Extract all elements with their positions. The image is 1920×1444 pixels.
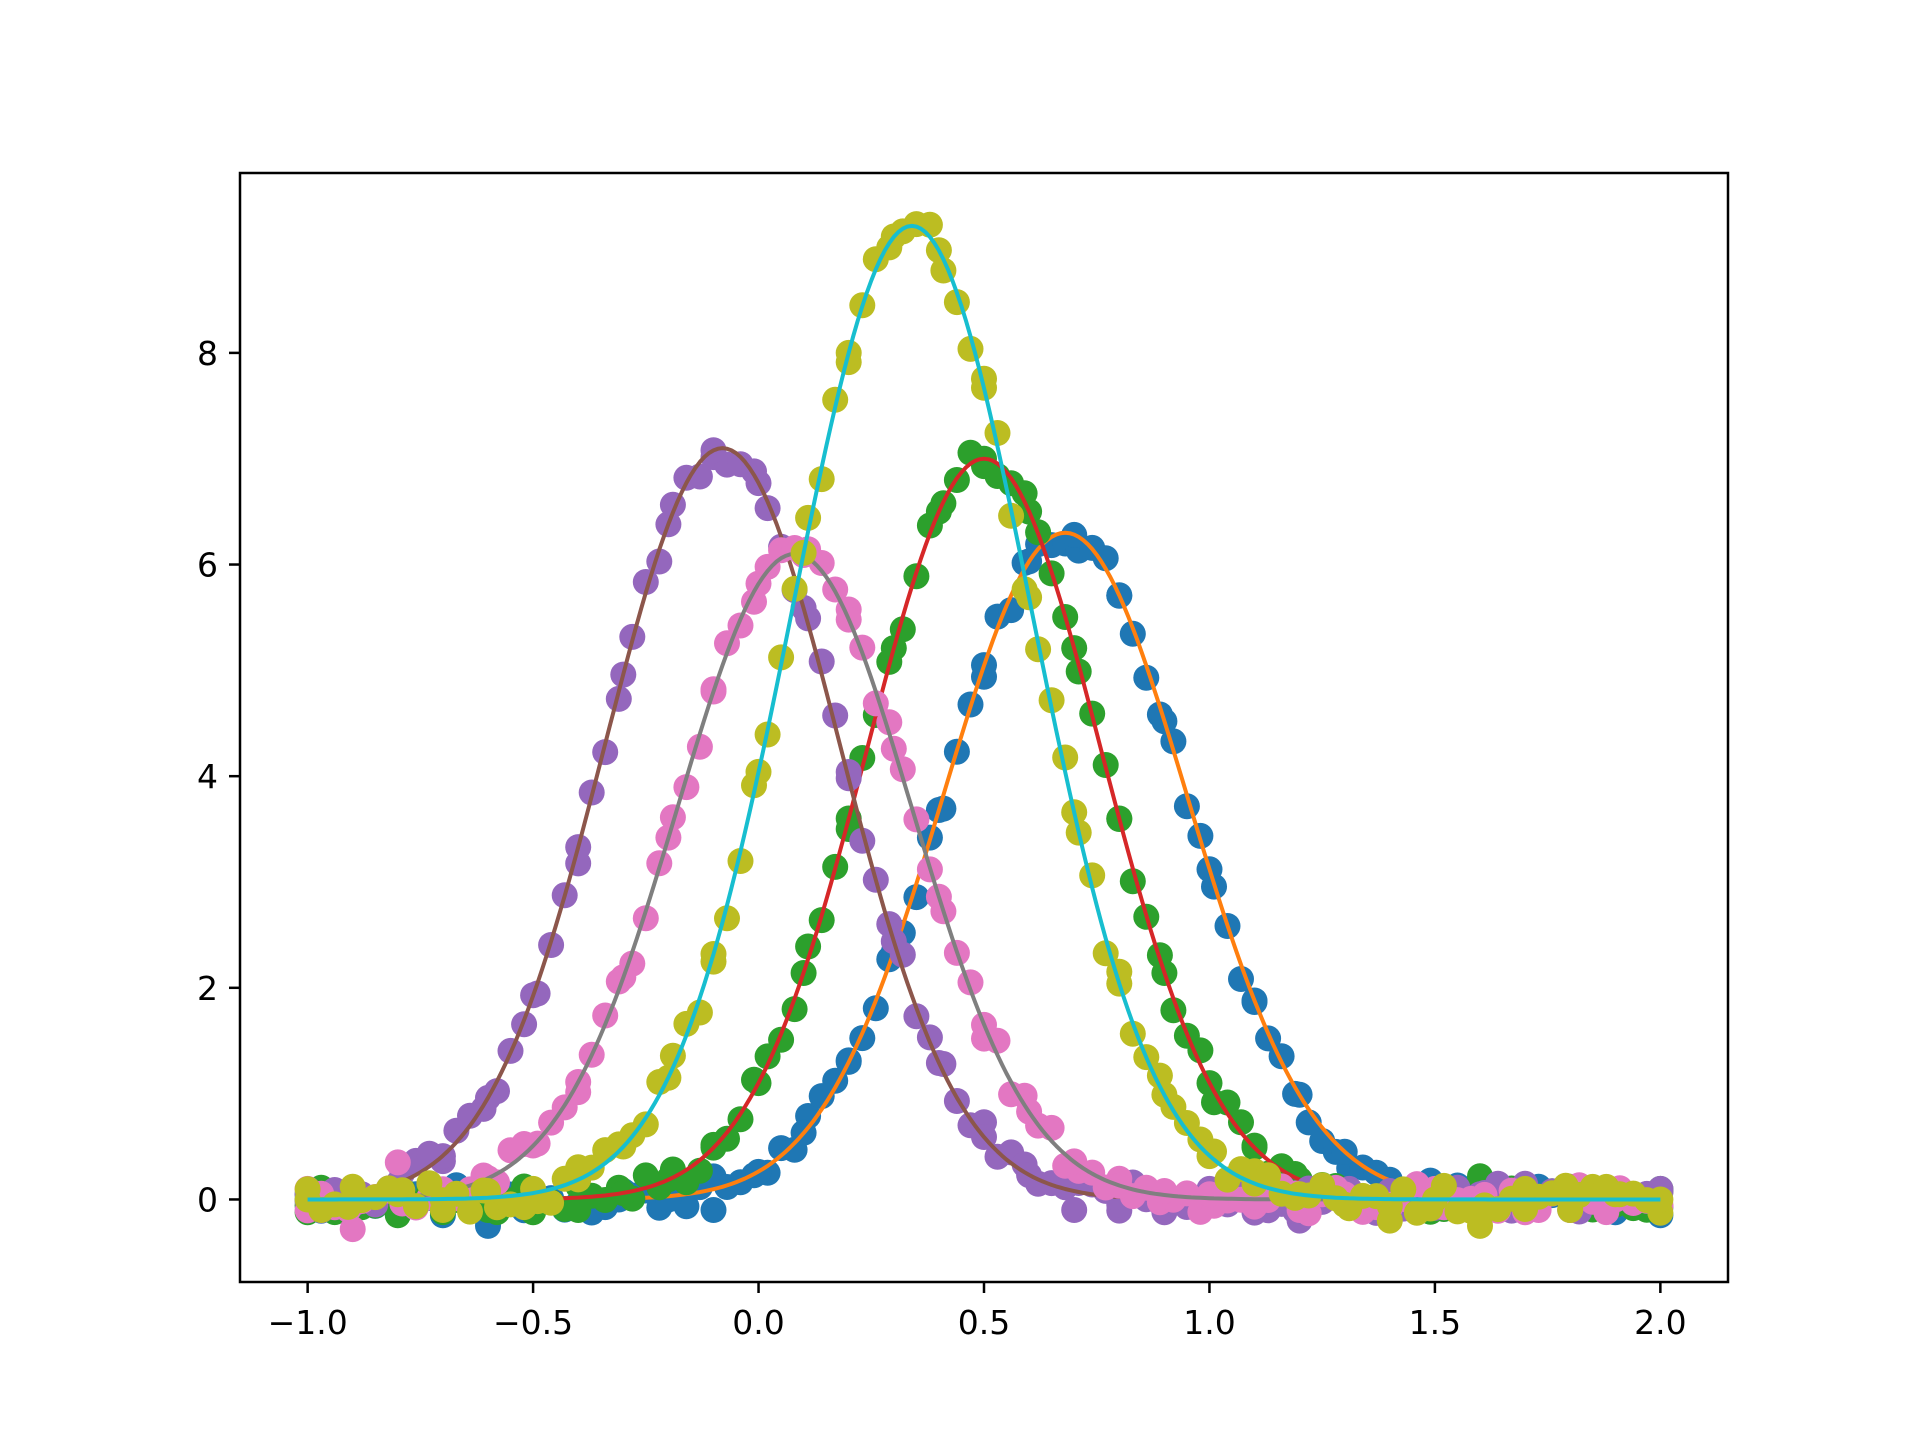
data-point bbox=[1151, 1178, 1178, 1204]
data-point bbox=[1092, 545, 1119, 572]
x-tick-label: 2.0 bbox=[1634, 1303, 1686, 1342]
y-tick-label: 0 bbox=[197, 1180, 218, 1219]
data-point bbox=[1214, 1089, 1241, 1116]
data-point bbox=[429, 1197, 456, 1223]
data-point bbox=[1467, 1212, 1493, 1239]
data-point bbox=[1390, 1176, 1417, 1203]
data-point bbox=[1512, 1175, 1539, 1202]
x-tick-label: 1.0 bbox=[1183, 1303, 1235, 1342]
data-point bbox=[1196, 1181, 1223, 1208]
x-tick-label: 0.5 bbox=[958, 1303, 1010, 1342]
data-point bbox=[339, 1216, 366, 1243]
data-point bbox=[339, 1173, 366, 1200]
data-point bbox=[457, 1198, 483, 1225]
data-point bbox=[1376, 1207, 1403, 1234]
data-point bbox=[565, 1197, 592, 1223]
data-point bbox=[1173, 1180, 1200, 1207]
y-axis: 0 2 4 6 8 bbox=[197, 334, 240, 1219]
data-point bbox=[998, 597, 1025, 624]
data-point bbox=[384, 1149, 411, 1176]
y-tick-label: 2 bbox=[197, 969, 218, 1008]
plot-area bbox=[294, 211, 1674, 1243]
data-point bbox=[916, 211, 943, 238]
data-point bbox=[632, 1111, 659, 1138]
y-tick-label: 8 bbox=[197, 334, 218, 373]
data-point bbox=[727, 848, 754, 874]
x-tick-label: −1.0 bbox=[268, 1303, 348, 1342]
data-point bbox=[384, 1181, 411, 1208]
data-point bbox=[808, 466, 835, 493]
fit-line-5 bbox=[307, 223, 1661, 1202]
data-point bbox=[1557, 1197, 1584, 1223]
y-tick-label: 4 bbox=[197, 757, 218, 796]
x-tick-label: 1.5 bbox=[1409, 1303, 1461, 1342]
data-point bbox=[795, 504, 822, 531]
data-point bbox=[592, 739, 619, 766]
x-tick-label: −0.5 bbox=[493, 1303, 573, 1342]
y-tick-label: 6 bbox=[197, 546, 218, 585]
x-tick-label: 0.0 bbox=[732, 1303, 784, 1342]
data-point bbox=[520, 1175, 547, 1202]
data-point bbox=[1187, 1037, 1214, 1064]
data-point bbox=[1061, 1197, 1088, 1223]
data-point bbox=[700, 1197, 727, 1223]
x-axis: −1.0 −0.5 0.0 0.5 1.0 1.5 2.0 bbox=[268, 1282, 1687, 1342]
data-point bbox=[538, 1189, 565, 1216]
data-point bbox=[1602, 1181, 1629, 1208]
data-point bbox=[1228, 1109, 1254, 1136]
